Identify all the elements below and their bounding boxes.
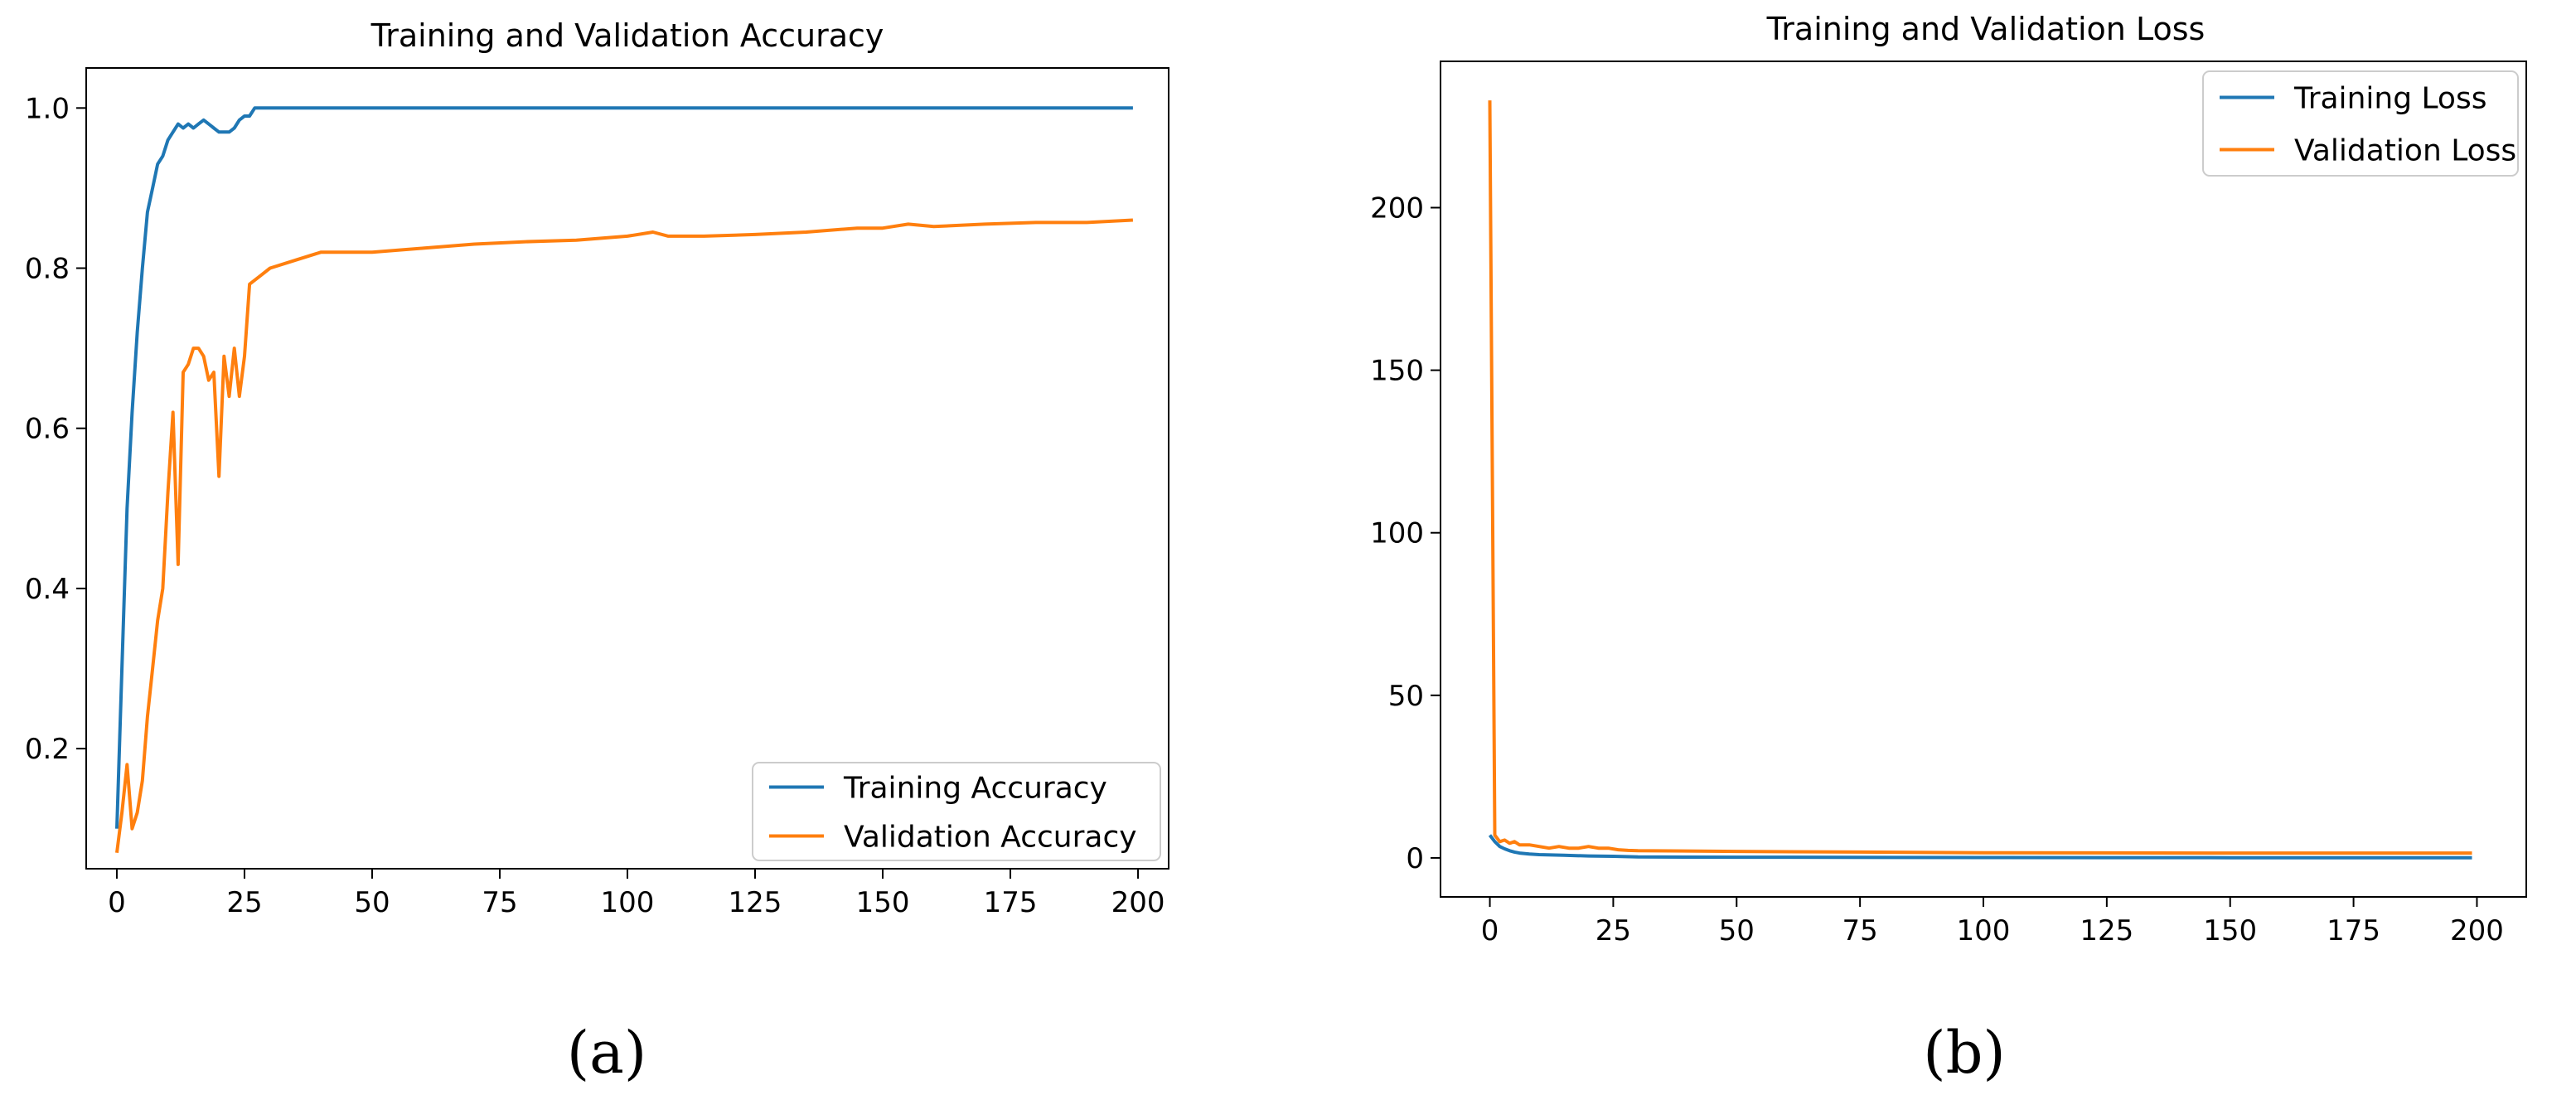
accuracy-legend-label: Validation Accuracy	[844, 821, 1137, 855]
loss-legend-box	[2202, 70, 2519, 177]
x-tick-label: 175	[984, 886, 1038, 919]
panel-label-b: (b)	[1923, 1019, 2005, 1087]
x-tick-label: 75	[1842, 914, 1878, 947]
y-tick-label: 100	[1370, 517, 1424, 550]
panel-label-a: (a)	[567, 1019, 646, 1087]
loss-legend-label: Validation Loss	[2294, 134, 2516, 168]
accuracy-panel: Training and Validation Accuracy 0 25 50 75…	[25, 17, 1169, 1087]
loss-legend: Training Loss Validation Loss	[2202, 70, 2519, 177]
y-tick-label: 150	[1370, 355, 1424, 388]
x-tick-label: 100	[1957, 914, 2011, 947]
x-tick-label: 100	[601, 886, 655, 919]
accuracy-chart-title: Training and Validation Accuracy	[370, 17, 884, 54]
loss-panel: Training and Validation Loss 0 25 50 75 100 1…	[1370, 11, 2527, 1087]
y-tick-label: 50	[1388, 680, 1424, 713]
y-tick-label: 0.6	[25, 413, 70, 446]
x-tick-label: 150	[2203, 914, 2257, 947]
x-tick-label: 0	[1481, 914, 1499, 947]
x-tick-label: 125	[2080, 914, 2133, 947]
x-tick-label: 25	[226, 886, 262, 919]
x-tick-label: 50	[354, 886, 390, 919]
y-tick-label: 200	[1370, 191, 1424, 225]
x-tick-label: 0	[108, 886, 126, 919]
x-tick-label: 200	[2450, 914, 2504, 947]
loss-series-line-validation	[1488, 100, 2472, 855]
loss-series-line-training	[1488, 834, 2472, 860]
loss-chart-title: Training and Validation Loss	[1766, 11, 2206, 47]
loss-legend-label: Training Loss	[2293, 82, 2486, 116]
x-tick-label: 75	[482, 886, 517, 919]
x-tick-label: 25	[1595, 914, 1631, 947]
x-tick-label: 50	[1719, 914, 1755, 947]
y-tick-label: 0.8	[25, 253, 70, 286]
accuracy-series-line-training	[115, 106, 1133, 829]
y-tick-label: 0.2	[25, 733, 70, 766]
x-tick-label: 150	[856, 886, 910, 919]
accuracy-series-line-validation	[115, 218, 1134, 853]
y-tick-label: 0	[1406, 842, 1424, 875]
accuracy-legend-label: Training Accuracy	[843, 772, 1107, 806]
y-tick-label: 1.0	[25, 92, 70, 125]
x-tick-label: 200	[1111, 886, 1165, 919]
x-tick-label: 175	[2327, 914, 2380, 947]
accuracy-legend-box	[752, 762, 1161, 861]
y-tick-label: 0.4	[25, 573, 70, 606]
x-tick-label: 125	[729, 886, 782, 919]
accuracy-legend: Training Accuracy Validation Accuracy	[752, 762, 1161, 861]
